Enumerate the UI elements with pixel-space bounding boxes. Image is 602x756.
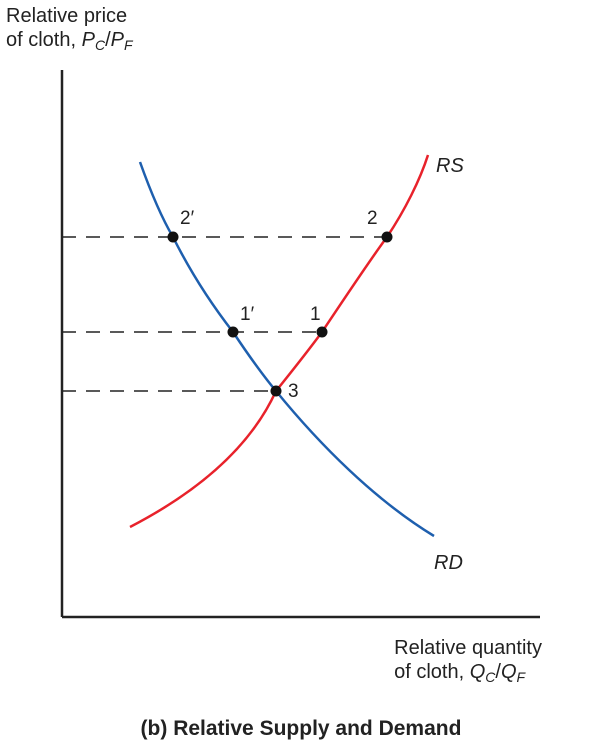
y-axis-slash: / bbox=[105, 29, 111, 51]
y-axis-num-var: P bbox=[81, 29, 95, 51]
point-1 bbox=[316, 326, 328, 338]
point-1-prime bbox=[227, 326, 239, 338]
rs-label: RS bbox=[436, 155, 464, 177]
x-axis-num-sub: C bbox=[485, 669, 496, 685]
point-label-2-prime: 2′ bbox=[180, 208, 195, 229]
x-axis-den-sub: F bbox=[516, 669, 526, 685]
point-2 bbox=[381, 231, 393, 243]
point-label-2: 2 bbox=[367, 208, 378, 229]
x-axis-label-line2: of cloth, QC/QF bbox=[394, 660, 542, 689]
rd-label: RD bbox=[434, 552, 463, 574]
x-axis-label: Relative quantity of cloth, QC/QF bbox=[394, 636, 542, 689]
y-axis-label: Relative price of cloth, PC/PF bbox=[6, 4, 133, 57]
y-axis-label-line1: Relative price bbox=[6, 5, 128, 27]
y-axis-den-sub: F bbox=[123, 37, 133, 53]
x-axis-label-line1: Relative quantity bbox=[394, 637, 542, 659]
y-axis-label-prefix: of cloth, bbox=[6, 29, 82, 51]
x-axis-num-var: Q bbox=[469, 661, 486, 683]
x-axis-label-prefix: of cloth, bbox=[394, 661, 470, 683]
point-label-1-prime: 1′ bbox=[240, 304, 255, 325]
x-axis-den-var: Q bbox=[500, 661, 517, 683]
figure-caption: (b) Relative Supply and Demand bbox=[140, 717, 462, 740]
rs-curve bbox=[129, 154, 430, 529]
point-3 bbox=[270, 385, 282, 397]
point-label-1: 1 bbox=[310, 304, 321, 325]
y-axis-num-sub: C bbox=[94, 37, 106, 53]
point-label-3: 3 bbox=[288, 381, 299, 402]
x-axis-slash: / bbox=[495, 661, 501, 683]
point-2-prime bbox=[167, 231, 179, 243]
y-axis-label-line2: of cloth, PC/PF bbox=[6, 28, 133, 57]
y-axis-den-var: P bbox=[110, 29, 124, 51]
